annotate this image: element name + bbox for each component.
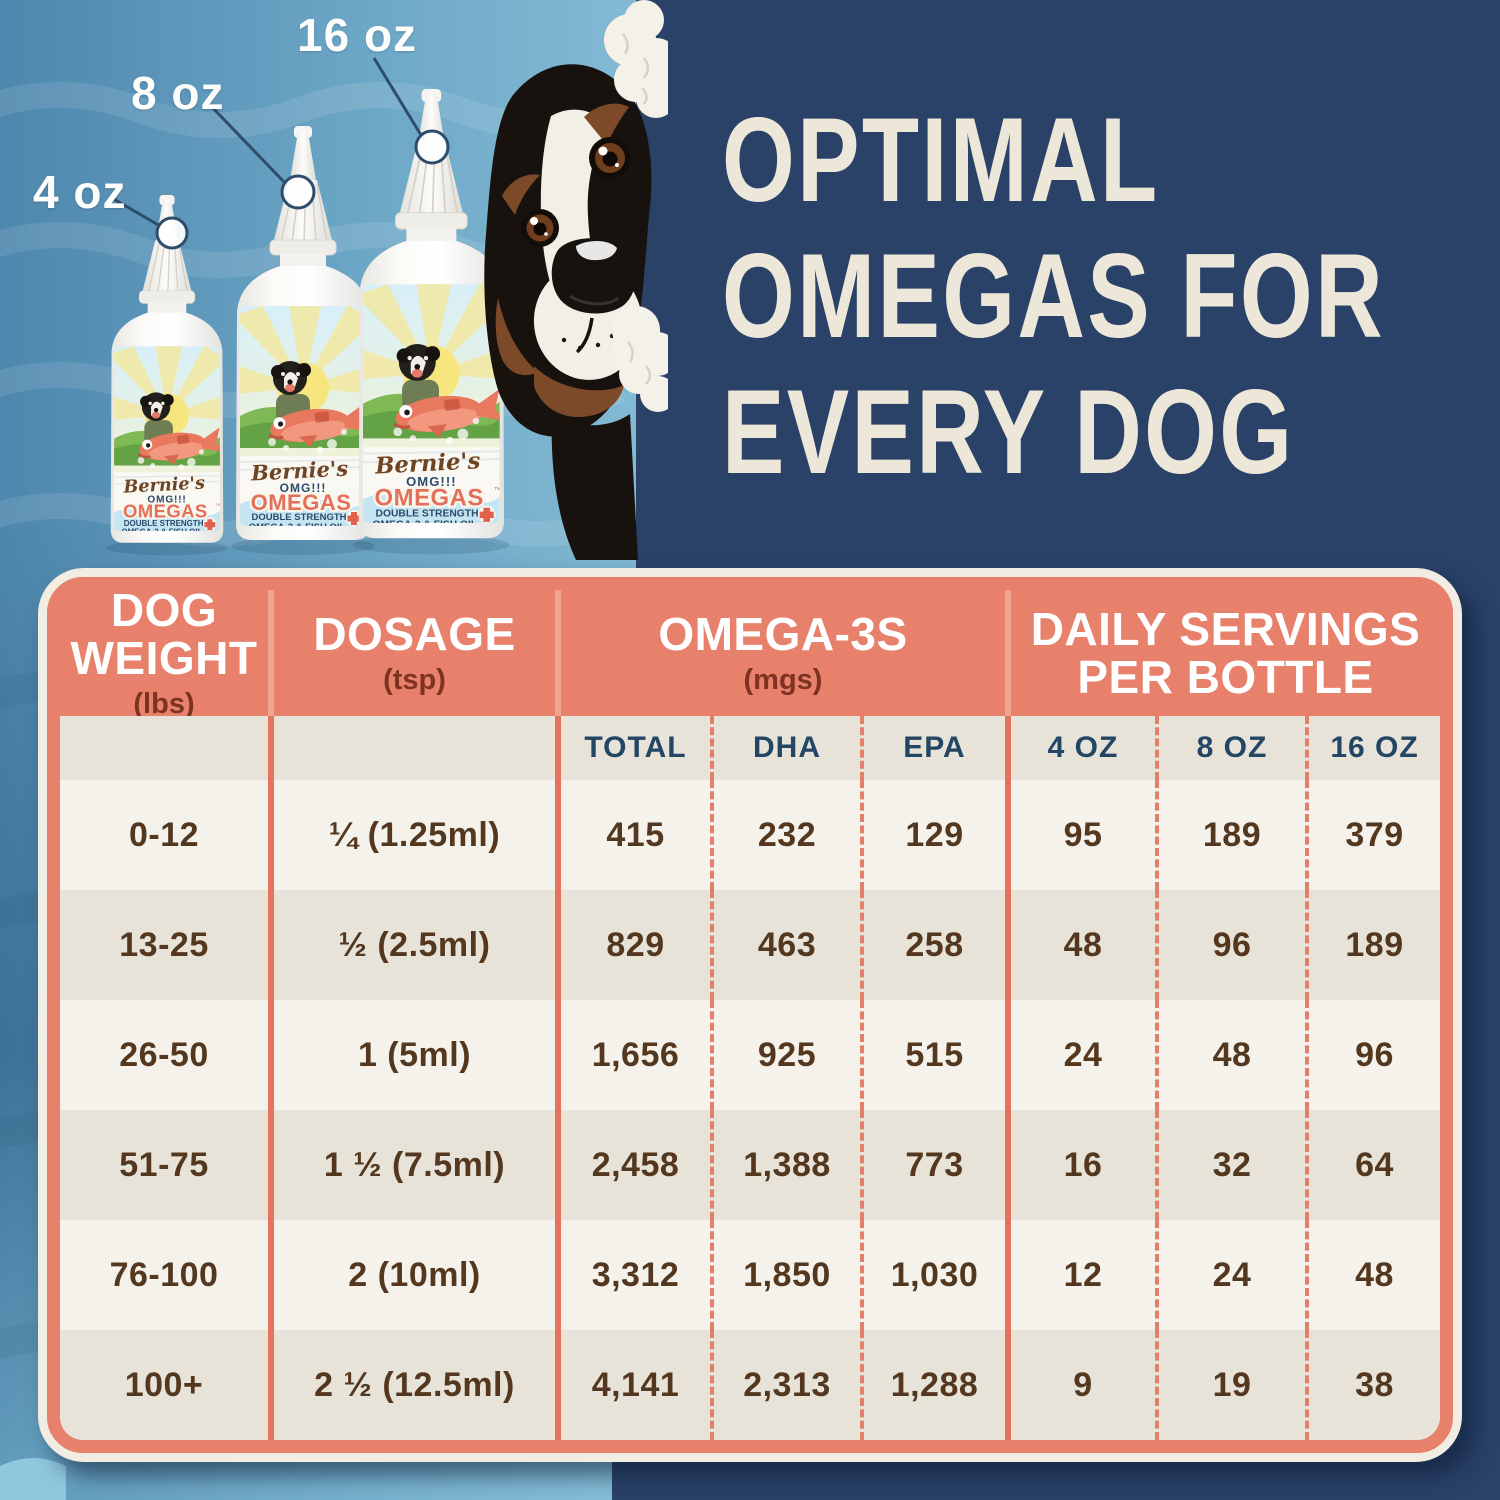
table-cell: 1 ½ (7.5ml) [268,1110,555,1220]
table-cell: 76-100 [60,1220,268,1330]
table-cell: 2,313 [710,1330,860,1440]
callout-circle-4oz [155,216,189,250]
table-cell: 32 [1155,1110,1305,1220]
table-cell: 2,458 [555,1110,710,1220]
title-line-2: OMEGAS FOR [722,229,1386,363]
table-cell: 16 [1005,1110,1155,1220]
page-title: OPTIMAL OMEGAS FOR EVERY DOG [722,92,1385,500]
table-cell: 12 [1005,1220,1155,1330]
subheader-dha: DHA [710,716,860,780]
table-cell: 24 [1155,1220,1305,1330]
table-cell: 48 [1155,1000,1305,1110]
table-cell: ½ (2.5ml) [268,890,555,1000]
table-cell: 48 [1005,890,1155,1000]
table-cell: 96 [1305,1000,1440,1110]
table-cell: 189 [1305,890,1440,1000]
table-cell: 189 [1155,780,1305,890]
table-cell: 2 (10ml) [268,1220,555,1330]
table-cell: 3,312 [555,1220,710,1330]
table-cell: 773 [860,1110,1005,1220]
callout-line-4oz [111,196,161,228]
table-cell: 9 [1005,1330,1155,1440]
table-cell: 26-50 [60,1000,268,1110]
subheader-total: TOTAL [555,716,710,780]
table-cell: 379 [1305,780,1440,890]
product-bottles-illustration: Bernie's OMG!!! OMEGAS ™ DOUBLE STRENGTH… [0,57,660,570]
table-cell: 1,850 [710,1220,860,1330]
table-cell: 13-25 [60,890,268,1000]
dog-nose [551,238,636,314]
table-cell: 4,141 [555,1330,710,1440]
table-cell: 51-75 [60,1110,268,1220]
title-line-3: EVERY DOG [722,365,1295,499]
table-cell: 1,288 [860,1330,1005,1440]
dog-paw-top [604,0,668,118]
subheader-epa: EPA [860,716,1005,780]
table-cell: 1 (5ml) [268,1000,555,1110]
subheader-8oz: 8 OZ [1155,716,1305,780]
dog-eye-left [521,209,559,247]
table-cell: 64 [1305,1110,1440,1220]
dog-eye-right [589,137,631,179]
table-cell: 129 [860,780,1005,890]
table-cell: 232 [710,780,860,890]
callout-circle-16oz [414,129,450,165]
dog-paw-bottom [610,306,668,412]
table-cell: 258 [860,890,1005,1000]
callout-lines [111,57,426,228]
dosage-table: DOG WEIGHT (lbs) DOSAGE (tsp) OMEGA-3S (… [47,577,1453,1453]
title-line-1: OPTIMAL [722,93,1160,227]
dosage-table-card: DOG WEIGHT (lbs) DOSAGE (tsp) OMEGA-3S (… [38,568,1462,1462]
header-omega-3s: OMEGA-3S (mgs) [555,590,1005,716]
table-cell: 463 [710,890,860,1000]
size-label-16oz: 16 oz [297,9,418,61]
table-cell: 1,388 [710,1110,860,1220]
table-cell: 2 ½ (12.5ml) [268,1330,555,1440]
table-cell: 95 [1005,780,1155,890]
subheader-16oz: 16 OZ [1305,716,1440,780]
table-cell: 1,030 [860,1220,1005,1330]
table-cell: 38 [1305,1330,1440,1440]
header-daily-servings: DAILY SERVINGS PER BOTTLE [1005,590,1440,716]
table-cell: 24 [1005,1000,1155,1110]
callout-line-16oz [372,57,426,141]
table-cell: 415 [555,780,710,890]
table-cell: 925 [710,1000,860,1110]
table-cell: 0-12 [60,780,268,890]
callout-line-8oz [208,103,288,186]
table-cell: 1,656 [555,1000,710,1110]
table-cell: ¼ (1.25ml) [268,780,555,890]
subheader-empty-dosage [268,716,555,780]
table-cell: 515 [860,1000,1005,1110]
callout-circle-8oz [280,174,316,210]
peeking-dog-illustration [484,0,668,560]
table-cell: 96 [1155,890,1305,1000]
table-cell: 829 [555,890,710,1000]
subheader-4oz: 4 OZ [1005,716,1155,780]
header-dog-weight: DOG WEIGHT (lbs) [60,590,268,720]
size-label-4oz: 4 oz [33,166,127,218]
header-dosage: DOSAGE (tsp) [268,590,555,716]
table-cell: 100+ [60,1330,268,1440]
bottle-4oz [107,195,228,555]
table-cell: 19 [1155,1330,1305,1440]
table-cell: 48 [1305,1220,1440,1330]
size-label-8oz: 8 oz [131,67,225,119]
subheader-empty-weight [60,716,268,780]
